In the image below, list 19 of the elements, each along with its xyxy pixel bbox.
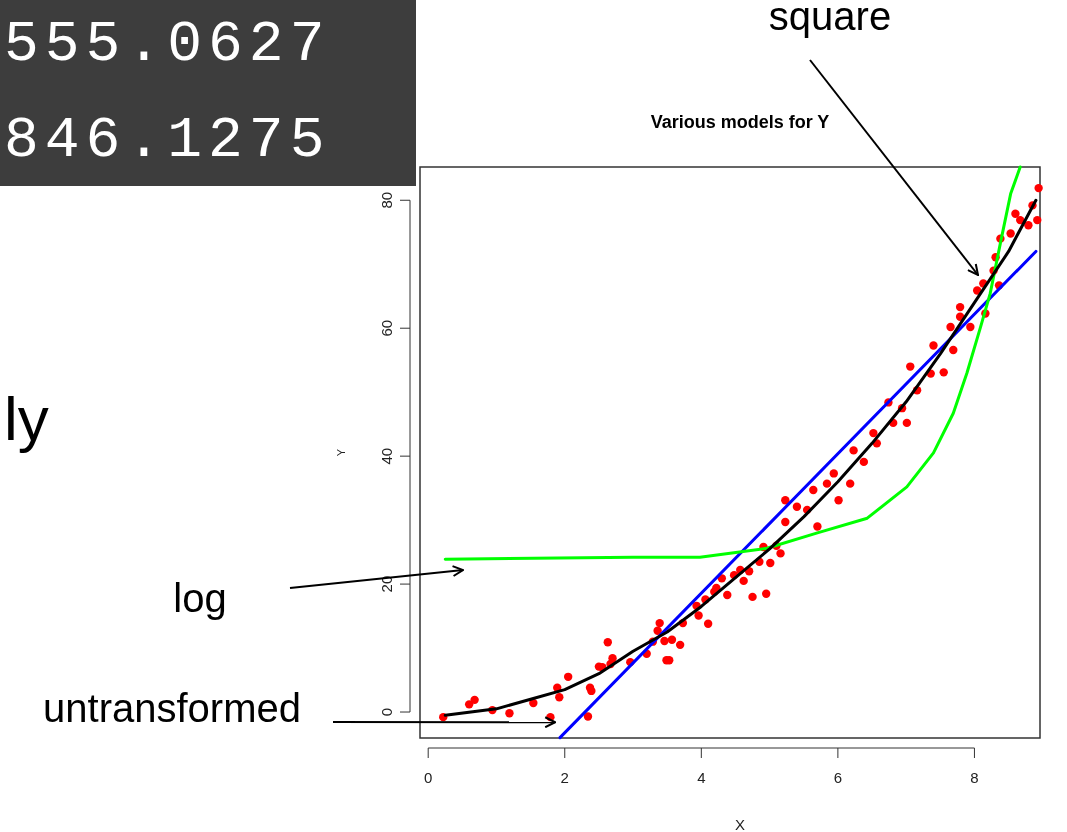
y-tick-label: 40 — [378, 447, 395, 465]
text: log — [173, 576, 227, 620]
x-tick-label: 4 — [697, 769, 706, 786]
line-series — [443, 165, 1022, 561]
x-tick-label: 8 — [970, 769, 979, 786]
text: ly — [4, 384, 49, 453]
x-axis-title: X — [734, 816, 746, 832]
y-tick-label: 80 — [378, 191, 395, 209]
x-tick-label: 6 — [833, 769, 843, 786]
x-tick-label: 0 — [424, 769, 433, 786]
x-tick-label: 2 — [560, 769, 569, 786]
y-tick-label: 60 — [378, 319, 395, 337]
y-axis-title: Y — [335, 448, 347, 457]
text: square — [768, 0, 892, 38]
annotation: untransformed — [43, 686, 301, 730]
text: 555.0627 — [4, 12, 331, 77]
y-tick-label: 0 — [378, 707, 395, 717]
text: 846.1275 — [4, 108, 331, 173]
chart-title: Various models for Y — [650, 112, 830, 132]
